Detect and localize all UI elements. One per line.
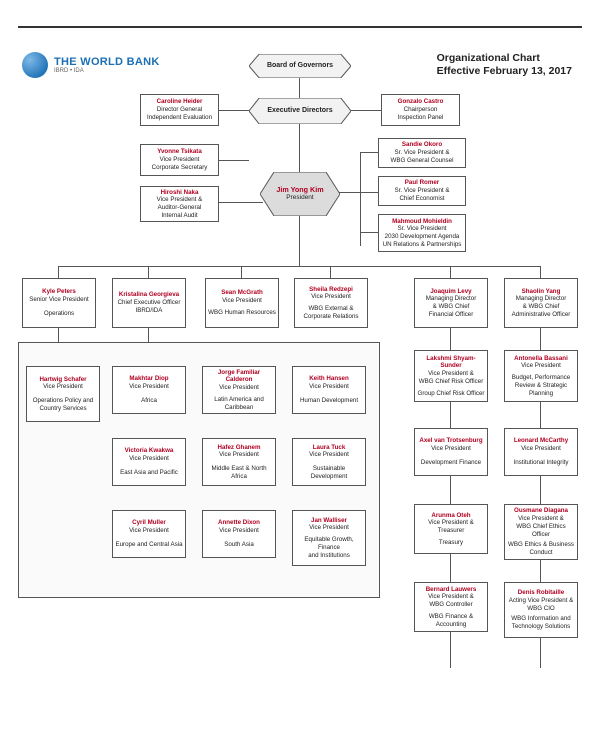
node-mohieldin: Mahmoud Mohieldin Sr. Vice President 203… xyxy=(378,214,466,252)
node-okoro: Sandie Okoro Sr. Vice President & WBG Ge… xyxy=(378,138,466,168)
node-naka: Hiroshi Naka Vice President & Auditor-Ge… xyxy=(140,186,219,222)
node-georgieva: Kristalina Georgieva Chief Executive Off… xyxy=(112,278,186,328)
executive-directors: Executive Directors xyxy=(249,98,351,124)
node-mccarthy: Leonard McCarthy Vice President Institut… xyxy=(504,428,578,476)
node-president: Jim Yong Kim President xyxy=(260,172,340,216)
page: THE WORLD BANK IBRD • IDA Organizational… xyxy=(0,0,600,730)
node-redzepi: Sheila Redzepi Vice President WBG Extern… xyxy=(294,278,368,328)
node-bassani: Antonella Bassani Vice President Budget,… xyxy=(504,350,578,402)
node-lauwers: Bernard Lauwers Vice President & WBG Con… xyxy=(414,582,488,632)
node-castro: Gonzalo Castro Chairperson Inspection Pa… xyxy=(381,94,460,126)
board-of-governors: Board of Governors xyxy=(249,54,351,78)
node-levy: Joaquim Levy Managing Director & WBG Chi… xyxy=(414,278,488,328)
node-peters: Kyle Peters Senior Vice President Operat… xyxy=(22,278,96,328)
connector xyxy=(148,266,149,278)
node-wallner: Jan Walliser Vice President Equitable Gr… xyxy=(292,510,366,566)
connector xyxy=(219,160,249,161)
node-heider: Caroline Heider Director General Indepen… xyxy=(140,94,219,126)
node-schafer: Hartwig Schafer Vice President Operation… xyxy=(26,366,100,422)
node-tuck: Laura Tuck Vice President Sustainable De… xyxy=(292,438,366,486)
node-romer: Paul Romer Sr. Vice President & Chief Ec… xyxy=(378,176,466,206)
org-chart: Board of Governors Executive Directors C… xyxy=(0,44,600,724)
node-shyam: Lakshmi Shyam-Sunder Vice President & WB… xyxy=(414,350,488,402)
connector xyxy=(58,266,540,267)
connector xyxy=(299,124,300,172)
connector xyxy=(299,216,300,266)
exec-label: Executive Directors xyxy=(267,107,332,116)
connector xyxy=(360,232,378,233)
top-rule xyxy=(18,26,582,28)
node-hansen: Keith Hansen Vice President Human Develo… xyxy=(292,366,366,414)
node-robitaille: Denis Robitaille Acting Vice President &… xyxy=(504,582,578,638)
node-mcgrath: Sean McGrath Vice President WBG Human Re… xyxy=(205,278,279,328)
node-dixon: Annette Dixon Vice President South Asia xyxy=(202,510,276,558)
node-kwakwa: Victoria Kwakwa Vice President East Asia… xyxy=(112,438,186,486)
connector xyxy=(241,266,242,278)
node-diagana: Ousmane Diagana Vice President & WBG Chi… xyxy=(504,504,578,560)
connector xyxy=(219,202,263,203)
connector xyxy=(450,266,451,278)
connector xyxy=(351,110,381,111)
node-oteh: Arunma Oteh Vice President & Treasurer T… xyxy=(414,504,488,554)
node-calderon: Jorge Familiar Calderon Vice President L… xyxy=(202,366,276,414)
connector xyxy=(299,78,300,98)
connector xyxy=(330,266,331,278)
connector xyxy=(219,110,249,111)
connector xyxy=(58,266,59,278)
node-ghanem: Hafez Ghanem Vice President Middle East … xyxy=(202,438,276,486)
connector xyxy=(540,266,541,278)
node-yang: Shaolin Yang Managing Director & WBG Chi… xyxy=(504,278,578,328)
connector xyxy=(360,152,378,153)
node-diop: Makhtar Diop Vice President Africa xyxy=(112,366,186,414)
board-label: Board of Governors xyxy=(267,62,333,71)
node-tsikata: Yvonne Tsikata Vice President Corporate … xyxy=(140,144,219,176)
node-trotsenburg: Axel van Trotsenburg Vice President Deve… xyxy=(414,428,488,476)
connector xyxy=(360,192,378,193)
node-muller: Cyril Muller Vice President Europe and C… xyxy=(112,510,186,558)
connector xyxy=(338,192,360,193)
